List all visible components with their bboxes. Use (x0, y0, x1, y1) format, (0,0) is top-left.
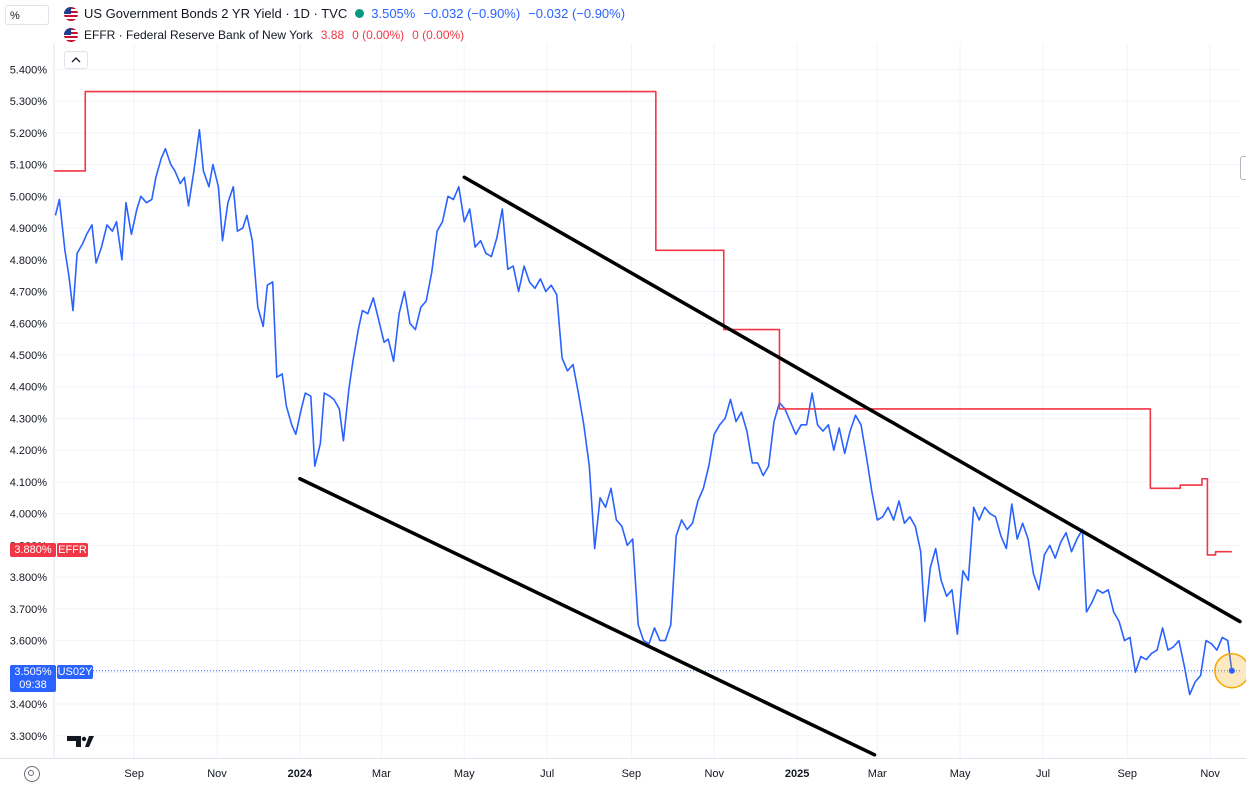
y-tick-label: 5.000% (10, 191, 48, 203)
y-tick-label: 4.700% (10, 287, 48, 299)
legend-effr[interactable]: EFFR · Federal Reserve Bank of New York … (64, 28, 464, 42)
y-tick-label: 4.800% (10, 255, 48, 267)
x-tick-label: 2024 (288, 768, 313, 780)
y-tick-label: 3.300% (10, 731, 48, 743)
effr-name-tag: EFFR (57, 543, 88, 557)
x-tick-label: Sep (622, 768, 642, 780)
y-tick-label: 5.400% (10, 64, 48, 76)
y-tick-label: 5.300% (10, 96, 48, 108)
x-tick-label: Mar (372, 768, 391, 780)
effr-price-tag: 3.880% (10, 543, 56, 557)
unit-selector[interactable]: % (5, 5, 49, 25)
x-tick-label: Mar (868, 768, 887, 780)
x-axis[interactable]: Sep Nov 2024 Mar May Jul Sep Nov 2025 Mar May Jul Se… (0, 758, 1246, 781)
series-line-effr (54, 90, 1232, 556)
y-tick-label: 4.000% (10, 509, 48, 521)
us02y-price-value: 3.505% (14, 666, 52, 678)
y-tick-label: 4.300% (10, 413, 48, 425)
chevron-up-icon (71, 57, 81, 63)
trendline[interactable] (462, 175, 1242, 624)
annotations-layer[interactable] (298, 175, 1246, 757)
y-tick-label: 4.600% (10, 318, 48, 330)
legend-us02y-title: US Government Bonds 2 YR Yield · 1D · TV… (84, 6, 348, 21)
us02y-name-tag: US02Y (57, 665, 93, 679)
y-tick-label: 3.600% (10, 636, 48, 648)
x-tick-label: Nov (1200, 768, 1220, 780)
x-tick-label: May (454, 768, 475, 780)
legend-effr-change: 0 (0.00%) (352, 28, 405, 42)
legend-us02y-change-2: −0.032 (−0.90%) (528, 6, 626, 21)
legend-effr-change-2: 0 (0.00%) (412, 28, 465, 42)
y-tick-label: 4.100% (10, 477, 48, 489)
grid-lines (54, 44, 1240, 758)
bar-countdown: 09:38 (19, 679, 47, 691)
collapse-legend-button[interactable] (64, 51, 88, 69)
trendline[interactable] (298, 476, 877, 757)
legend-effr-title: EFFR · Federal Reserve Bank of New York (84, 28, 313, 42)
last-point-dot (1228, 667, 1235, 674)
us02y-price-tag: 3.505% 09:38 (10, 665, 56, 692)
settings-icon[interactable] (24, 766, 40, 782)
legend-effr-last: 3.88 (320, 28, 345, 42)
y-tick-label: 4.400% (10, 382, 48, 394)
y-tick-label: 3.400% (10, 699, 48, 711)
x-tick-label: Jul (1036, 768, 1050, 780)
y-tick-label: 4.200% (10, 445, 48, 457)
scale-handle-button[interactable] (1240, 156, 1246, 180)
y-axis[interactable]: 5.400% 5.300% 5.200% 5.100% 5.000% 4.900% 4.80… (10, 44, 55, 758)
y-tick-label: 4.500% (10, 350, 48, 362)
series-layer (54, 90, 1240, 696)
series-line-us02y (54, 128, 1233, 696)
x-tick-label: May (950, 768, 971, 780)
us-flag-icon (64, 28, 78, 42)
y-tick-label: 5.200% (10, 128, 48, 140)
us-flag-icon (64, 6, 78, 21)
tradingview-logo (67, 736, 94, 747)
x-tick-label: 2025 (785, 768, 809, 780)
x-tick-label: Jul (540, 768, 554, 780)
x-tick-label: Nov (704, 768, 724, 780)
y-tick-label: 3.800% (10, 572, 48, 584)
legend-us02y-last: 3.505% (371, 6, 416, 21)
legend-us02y-change: −0.032 (−0.90%) (423, 6, 521, 21)
y-tick-label: 3.700% (10, 604, 48, 616)
y-tick-label: 4.900% (10, 223, 48, 235)
x-tick-label: Sep (124, 768, 144, 780)
market-status-icon[interactable] (355, 9, 365, 18)
x-tick-label: Sep (1117, 768, 1137, 780)
legend-us02y[interactable]: US Government Bonds 2 YR Yield · 1D · TV… (64, 6, 625, 21)
x-tick-label: Nov (207, 768, 227, 780)
y-tick-label: 5.100% (10, 160, 48, 172)
